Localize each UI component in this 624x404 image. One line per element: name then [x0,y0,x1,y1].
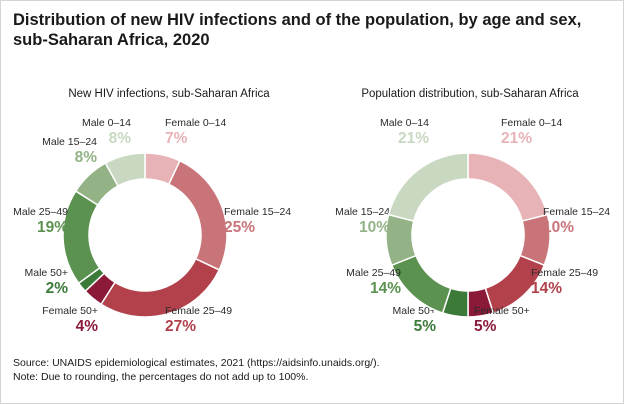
slice-label-male-25-49: Male 25–49 [13,206,68,218]
slice-female-0-14 [467,152,549,222]
slice-label-female-25-49: Female 25–49 [165,305,232,317]
slice-value-male-15-24: 8% [75,149,98,166]
slice-value-female-50: 5% [474,318,497,335]
slice-value-female-50: 4% [76,318,99,335]
title-line-1: Distribution of new HIV infections and o… [13,11,582,29]
slice-value-male-15-24: 10% [359,219,390,236]
slice-label-male-25-49: Male 25–49 [346,267,401,279]
panel-title-hiv: New HIV infections, sub-Saharan Africa [68,88,270,100]
slice-label-female-0-14: Female 0–14 [165,117,226,129]
slice-value-male-0-14: 21% [398,130,429,147]
slice-label-male-0-14: Male 0–14 [380,117,429,129]
slice-value-female-25-49: 27% [165,318,196,335]
footer-source: Source: UNAIDS epidemiological estimates… [13,357,380,369]
slice-label-female-50: Female 50+ [42,305,98,317]
slice-male-0-14 [104,152,146,187]
slice-label-male-15-24: Male 15–24 [335,206,390,218]
figure-title: Distribution of new HIV infections and o… [13,10,613,50]
slice-value-male-50: 2% [46,280,69,297]
slice-label-female-15-24: Female 15–24 [543,206,610,218]
slice-value-female-0-14: 21% [501,130,532,147]
slice-male-15-24 [385,213,417,267]
slice-label-female-15-24: Female 15–24 [224,206,291,218]
slice-label-female-25-49: Female 25–49 [531,267,598,279]
slice-label-female-50: Female 50+ [474,305,530,317]
footer-note: Note: Due to rounding, the percentages d… [13,371,309,383]
footer: Source: UNAIDS epidemiological estimates… [13,356,613,384]
slice-value-female-0-14: 7% [165,130,188,147]
slice-male-25-49 [62,190,101,285]
slice-value-female-15-24: 25% [224,219,255,236]
slice-value-female-15-24: 10% [543,219,574,236]
slice-label-male-15-24: Male 15–24 [42,136,97,148]
slice-label-male-50: Male 50+ [393,305,437,317]
slice-value-female-25-49: 14% [531,280,562,297]
slice-value-male-50: 5% [414,318,437,335]
slice-value-male-25-49: 14% [370,280,401,297]
slice-label-male-50: Male 50+ [25,267,69,279]
slice-label-male-0-14: Male 0–14 [82,117,131,129]
slice-label-female-0-14: Female 0–14 [501,117,562,129]
slice-value-male-25-49: 19% [37,219,68,236]
slice-female-15-24 [167,159,228,271]
slice-male-0-14 [387,152,469,222]
slice-value-male-0-14: 8% [109,130,132,147]
panel-title-population: Population distribution, sub-Saharan Afr… [361,88,579,100]
title-line-2: sub-Saharan Africa, 2020 [13,31,210,49]
